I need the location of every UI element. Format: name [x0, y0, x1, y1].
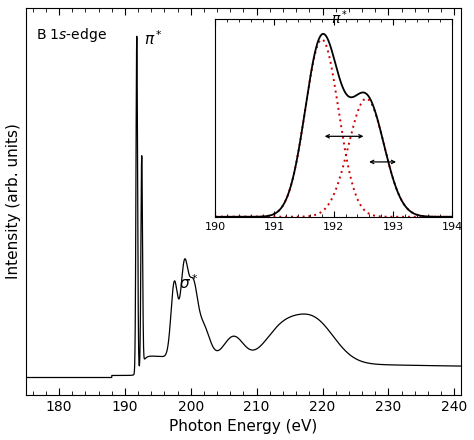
- Text: $\sigma^*$: $\sigma^*$: [179, 273, 199, 292]
- Y-axis label: Intensity (arb. units): Intensity (arb. units): [6, 123, 20, 279]
- Text: $\pi^*$: $\pi^*$: [144, 29, 163, 48]
- Text: B $\mathit{1s}$-edge: B $\mathit{1s}$-edge: [36, 26, 107, 44]
- X-axis label: Photon Energy (eV): Photon Energy (eV): [169, 419, 318, 434]
